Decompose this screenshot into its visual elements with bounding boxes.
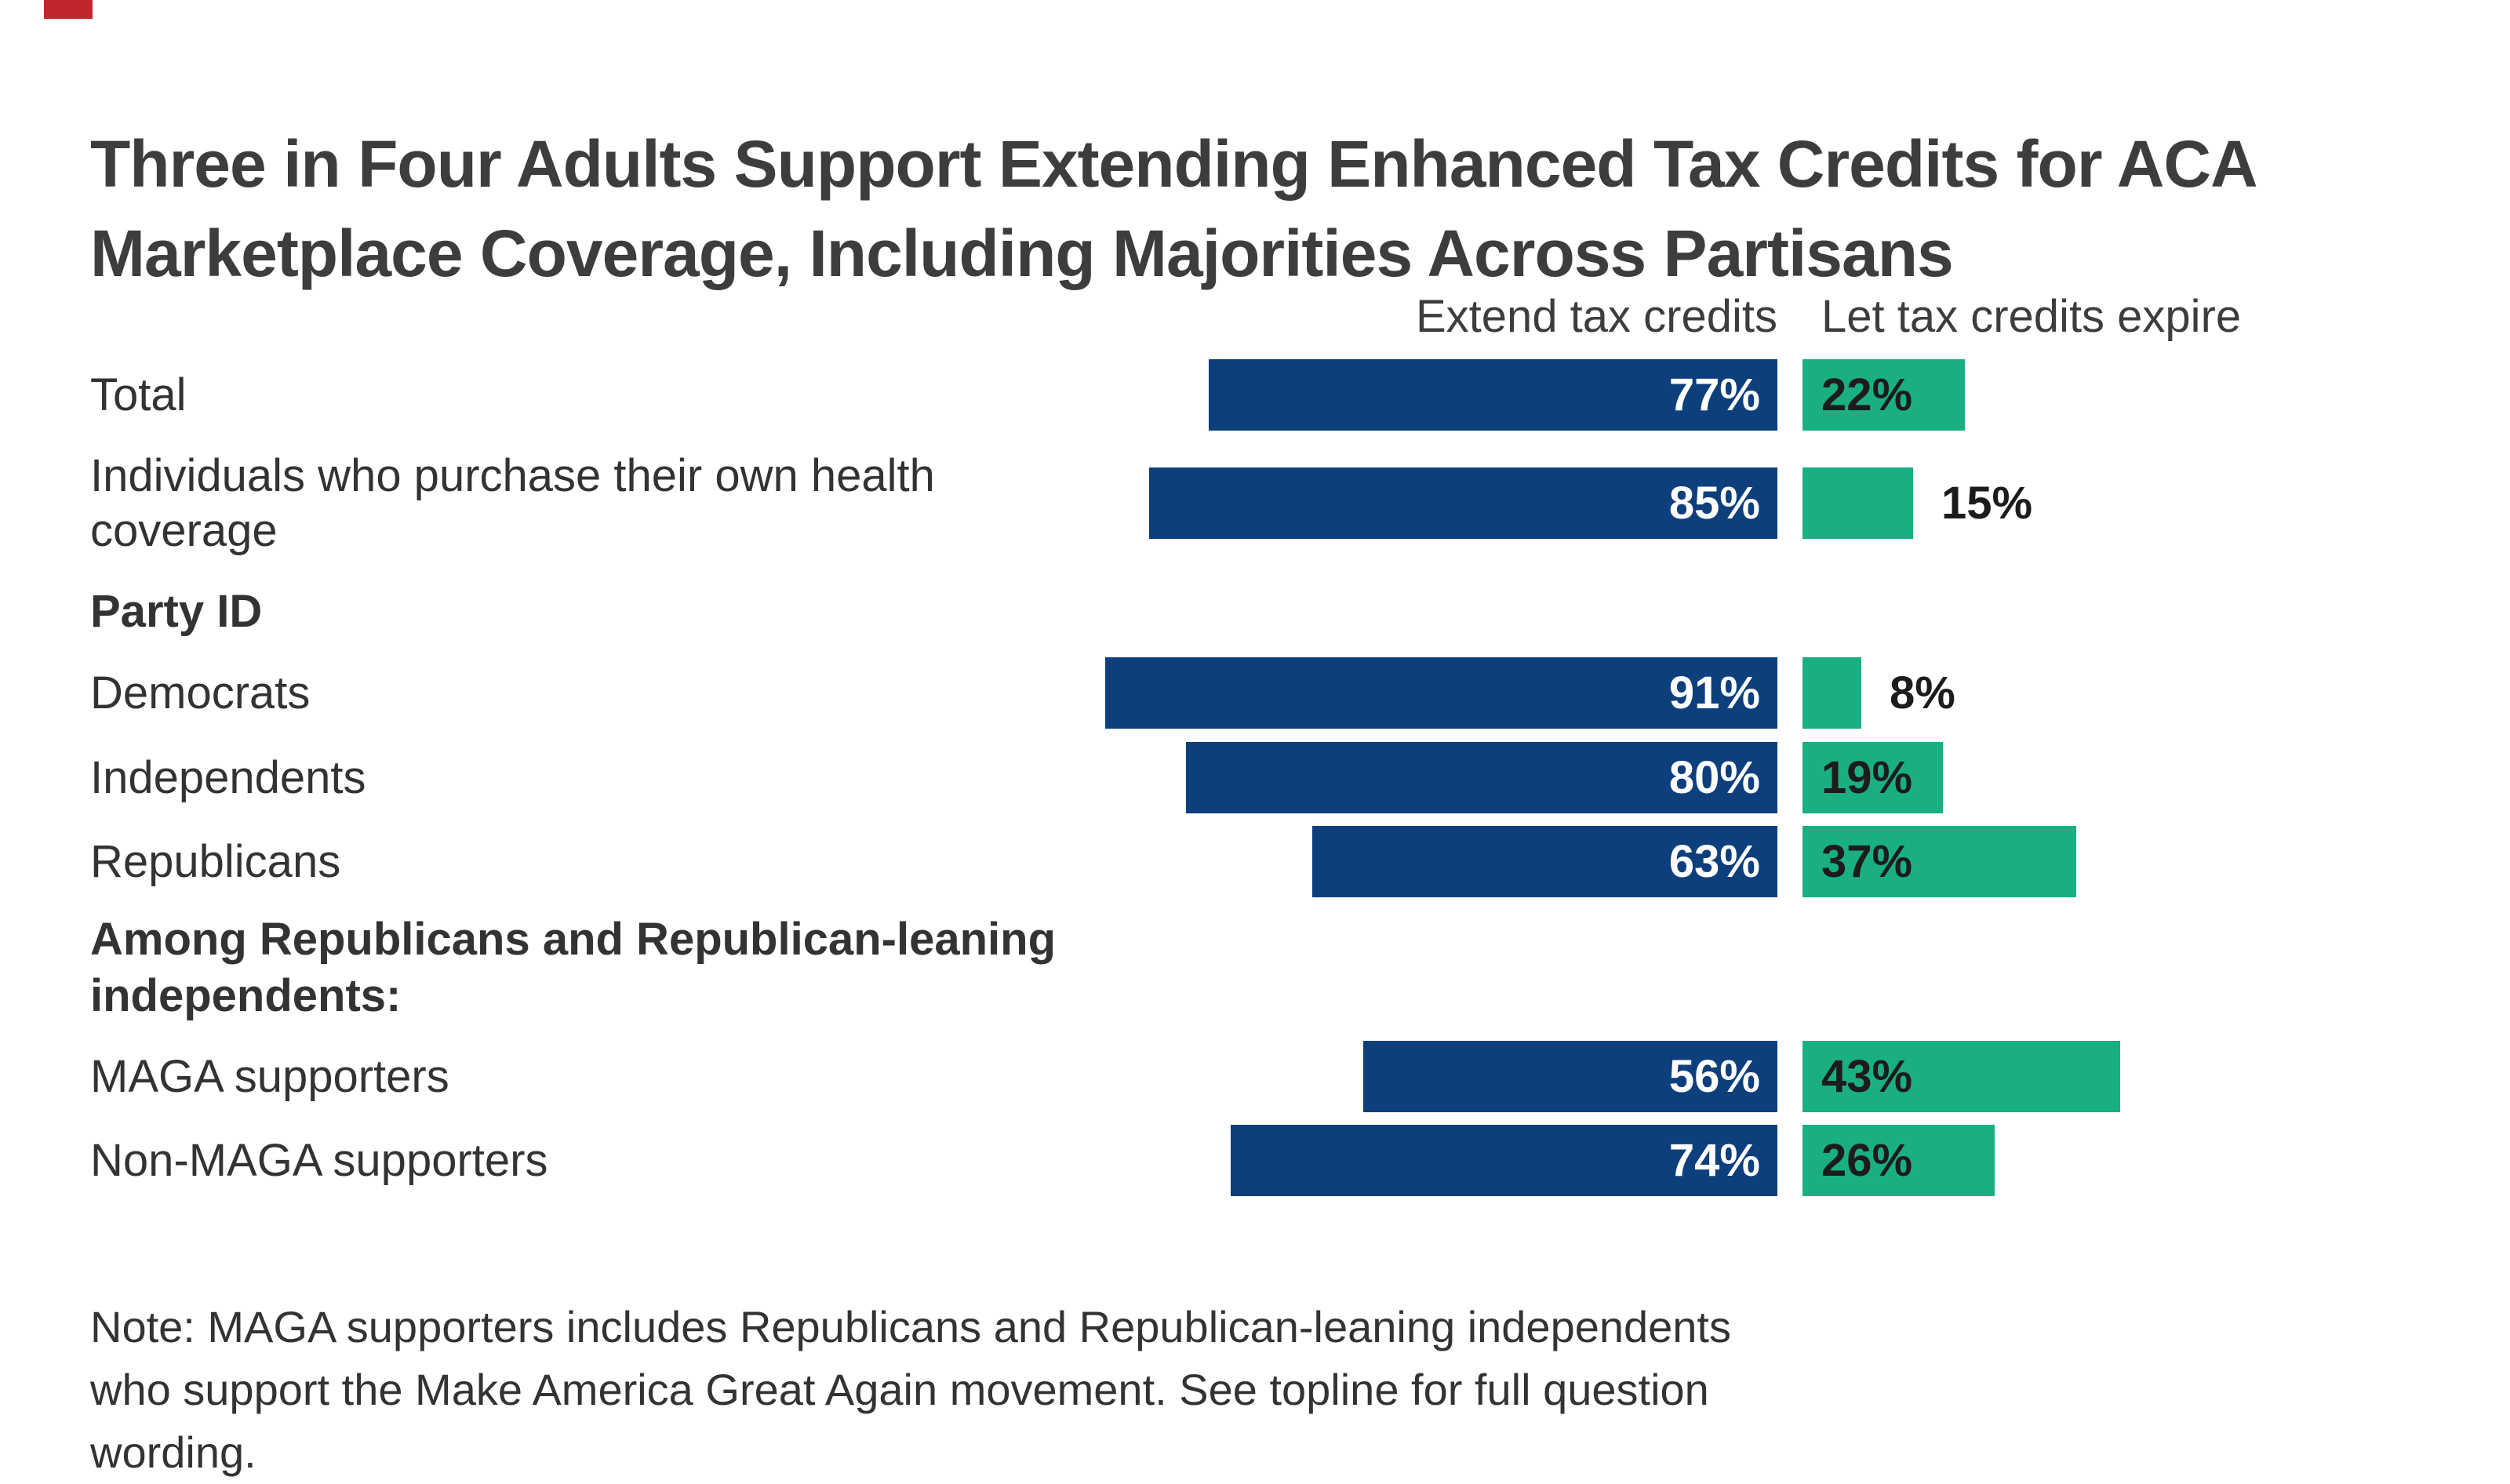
extend-value: 77% xyxy=(1668,369,1760,420)
chart-row: Republicans 63% 37% xyxy=(0,826,2510,897)
chart-row: Democrats 91% 8% xyxy=(0,657,2510,729)
expire-bar xyxy=(1802,1041,2120,1112)
expire-value: 15% xyxy=(1941,478,2033,529)
row-label: Independents xyxy=(90,751,366,803)
expire-value: 22% xyxy=(1821,369,1913,420)
extend-bar xyxy=(1363,1041,1777,1112)
chart-row: Individuals who purchase their own healt… xyxy=(0,449,2510,556)
expire-value: 8% xyxy=(1890,667,1955,718)
expire-value: 37% xyxy=(1821,836,1913,887)
extend-bar xyxy=(1231,1125,1777,1196)
legend-let-tax-credits-expire: Let tax credits expire xyxy=(1821,291,2242,342)
row-label: Republicans xyxy=(90,835,341,887)
row-label: Democrats xyxy=(90,667,311,718)
bar-chart: Total 77% 22% Individuals who purchase thei… xyxy=(0,359,2510,1196)
expire-value: 26% xyxy=(1821,1135,1913,1186)
extend-bar xyxy=(1105,657,1777,729)
extend-value: 56% xyxy=(1668,1051,1760,1102)
row-label: Non-MAGA supporters xyxy=(90,1134,548,1186)
extend-bar xyxy=(1186,742,1777,813)
expire-bar xyxy=(1802,1125,1995,1196)
row-label: Individuals who purchase their own healt… xyxy=(90,449,935,556)
chart-row: MAGA supporters 56% 43% xyxy=(0,1041,2510,1112)
extend-bar xyxy=(1209,359,1777,431)
expire-bar xyxy=(1802,359,1965,431)
expire-bar xyxy=(1802,742,1943,813)
extend-value: 91% xyxy=(1668,667,1760,718)
extend-bar xyxy=(1312,826,1777,897)
legend-extend-tax-credits: Extend tax credits xyxy=(1416,291,1777,342)
expire-value: 43% xyxy=(1821,1051,1913,1102)
expire-bar xyxy=(1802,826,2076,897)
chart-title: Three in Four Adults Support Extending E… xyxy=(90,127,2256,291)
row-label: MAGA supporters xyxy=(90,1050,449,1102)
chart-note: Note: MAGA supporters includes Republica… xyxy=(90,1302,1731,1477)
expire-bar xyxy=(1802,657,1861,729)
brand-accent-mark xyxy=(44,0,93,19)
extend-value: 80% xyxy=(1668,752,1760,803)
extend-value: 74% xyxy=(1668,1135,1760,1186)
extend-bar xyxy=(1149,467,1777,539)
chart-row: Total 77% 22% xyxy=(0,359,2510,431)
chart-row: Non-MAGA supporters 74% 26% xyxy=(0,1125,2510,1196)
extend-value: 63% xyxy=(1668,836,1760,887)
expire-value: 19% xyxy=(1821,752,1913,803)
section-header: Among Republicans and Republican-leaning… xyxy=(90,914,1056,1021)
row-label: Total xyxy=(90,369,187,420)
chart-row: Independents 80% 19% xyxy=(0,742,2510,813)
section-header: Party ID xyxy=(90,586,263,637)
expire-bar xyxy=(1802,467,1913,539)
extend-value: 85% xyxy=(1668,478,1760,529)
